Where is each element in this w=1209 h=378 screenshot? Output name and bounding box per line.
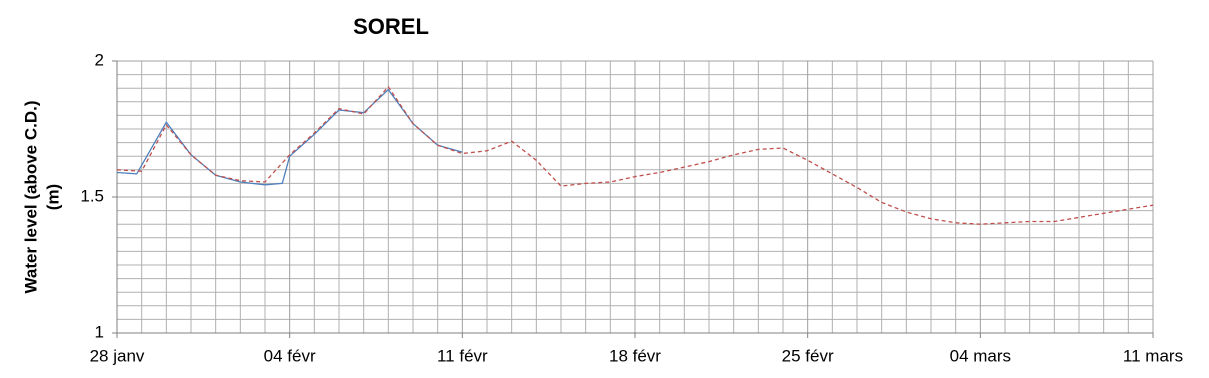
series-line [116, 88, 463, 186]
x-tick-label: 25 févr [782, 346, 834, 365]
y-tick-label: 2 [95, 50, 104, 69]
x-tick-label: 11 févr [437, 346, 488, 365]
y-axis-title-line: Water level (above C.D.) [21, 100, 40, 293]
x-tick-label: 11 mars [1123, 346, 1183, 365]
y-tick-label: 1.5 [80, 186, 104, 205]
y-axis-title-line: (m) [43, 184, 62, 210]
x-tick-label: 04 mars [950, 346, 1011, 365]
x-tick-label: 04 févr [264, 346, 316, 365]
series-line [116, 86, 1154, 225]
x-tick-label: 18 févr [609, 346, 661, 365]
chart-title: SOREL [353, 14, 429, 39]
y-tick-label: 1 [95, 322, 104, 341]
x-tick-label: 28 janv [90, 346, 145, 365]
y-axis-title: Water level (above C.D.) (m) [21, 100, 62, 293]
